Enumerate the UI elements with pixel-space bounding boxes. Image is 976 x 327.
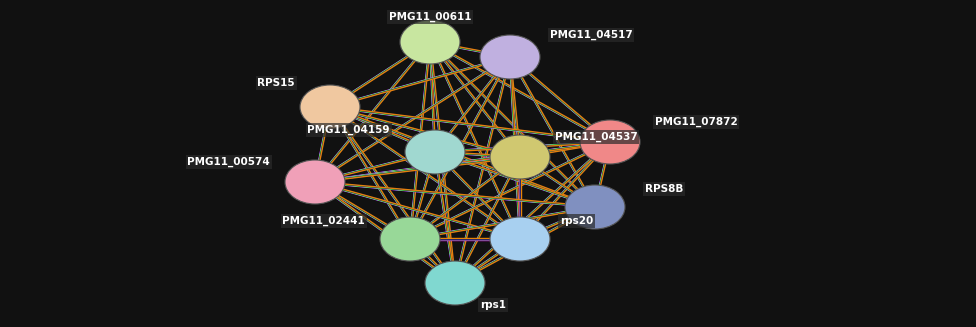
Text: PMG11_04517: PMG11_04517 (550, 30, 632, 40)
Text: PMG11_02441: PMG11_02441 (282, 216, 365, 226)
Ellipse shape (300, 85, 360, 129)
Ellipse shape (400, 20, 460, 64)
Text: PMG11_04159: PMG11_04159 (307, 125, 390, 135)
Text: PMG11_07872: PMG11_07872 (655, 117, 738, 127)
Text: PMG11_04537: PMG11_04537 (555, 132, 637, 142)
Text: PMG11_00611: PMG11_00611 (388, 12, 471, 22)
Ellipse shape (490, 217, 550, 261)
Ellipse shape (480, 35, 540, 79)
Text: RPS8B: RPS8B (645, 184, 683, 194)
Text: RPS15: RPS15 (258, 78, 295, 88)
Ellipse shape (380, 217, 440, 261)
Text: rps20: rps20 (560, 216, 593, 226)
Ellipse shape (490, 135, 550, 179)
Ellipse shape (565, 185, 625, 229)
Ellipse shape (580, 120, 640, 164)
Text: PMG11_00574: PMG11_00574 (187, 157, 270, 167)
Ellipse shape (285, 160, 345, 204)
Text: rps1: rps1 (480, 300, 506, 310)
Ellipse shape (405, 130, 465, 174)
Ellipse shape (425, 261, 485, 305)
